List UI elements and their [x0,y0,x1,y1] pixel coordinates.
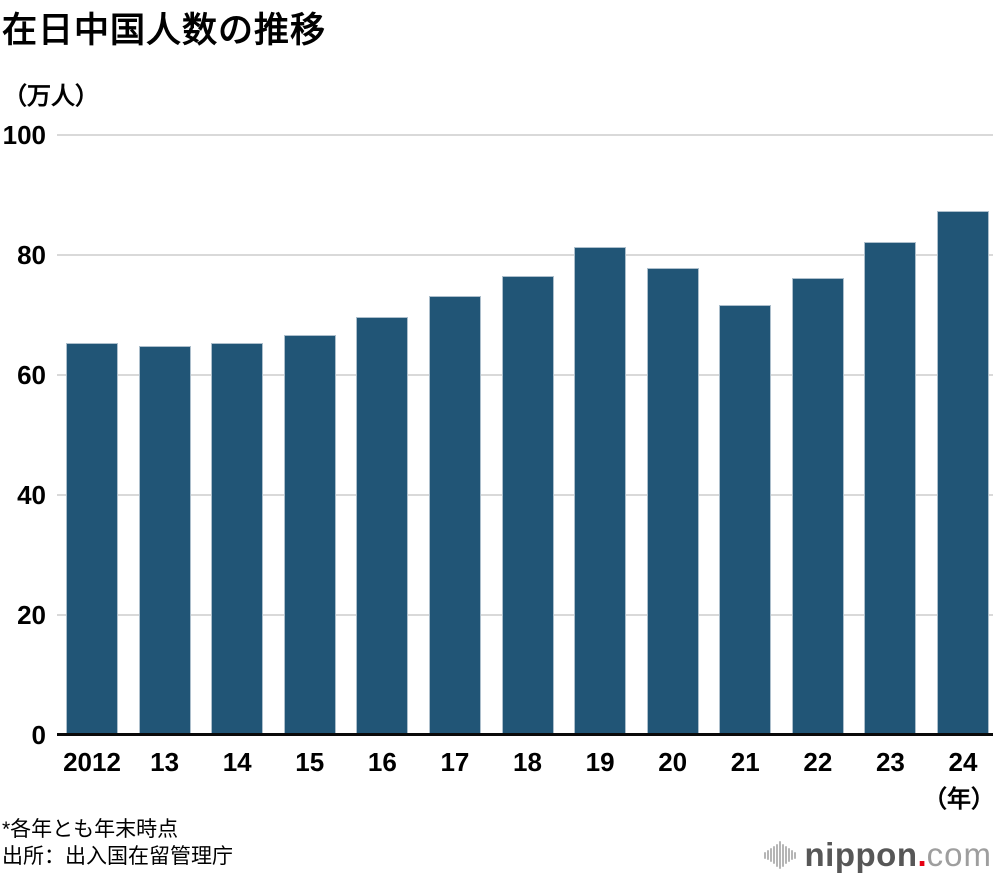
x-tick-label-2012: 2012 [63,747,121,777]
logo-name-bold: nippon [804,836,918,873]
y-tick-label-40: 40 [17,480,46,510]
chart-title: 在日中国人数の推移 [2,11,327,50]
x-tick-label-15: 15 [295,747,325,777]
soundwave-bars-icon [763,838,796,872]
y-axis-unit-label: （万人） [3,83,99,110]
x-axis-unit-label: （年） [923,786,995,813]
bar-13 [138,345,191,735]
bar-22 [791,277,844,735]
footnote-source: 出所：出入国在留管理庁 [2,845,233,868]
gridline-100 [57,134,993,136]
bar-19 [574,246,627,735]
logo-name-light: com [926,836,992,873]
x-tick-label-13: 13 [150,747,180,777]
bar-20 [646,268,699,735]
y-tick-label-100: 100 [2,120,46,150]
bar-24 [937,211,989,735]
bar-16 [356,317,409,735]
bar-21 [719,305,772,735]
y-tick-label-80: 80 [17,240,46,270]
y-tick-label-0: 0 [31,720,46,750]
footnote-note: *各年とも年末時点 [2,818,179,841]
x-tick-label-16: 16 [367,747,397,777]
x-tick-label-22: 22 [803,747,833,777]
bar-18 [501,276,554,735]
bar-17 [428,296,481,735]
x-tick-label-18: 18 [513,747,542,777]
bar-15 [283,335,336,735]
y-tick-label-20: 20 [17,600,46,630]
nippon-com-wordmark: nippon . com [805,838,992,872]
x-tick-label-19: 19 [585,747,615,777]
bar-23 [864,241,917,735]
x-tick-label-21: 21 [730,747,760,777]
x-tick-label-14: 14 [222,747,252,777]
footnotes: *各年とも年末時点 出所：出入国在留管理庁 [2,816,233,870]
bar-14 [211,342,264,735]
x-tick-label-23: 23 [875,747,905,777]
x-tick-label-17: 17 [440,747,470,777]
bar-2012 [66,343,118,735]
y-tick-label-60: 60 [17,360,46,390]
logo-red-dot: . [917,836,927,873]
x-axis-baseline [57,733,993,736]
gridline-80 [57,254,993,256]
nippon-com-logo: nippon . com [763,838,992,872]
x-tick-label-24: 24 [948,747,978,777]
x-tick-label-20: 20 [658,747,688,777]
